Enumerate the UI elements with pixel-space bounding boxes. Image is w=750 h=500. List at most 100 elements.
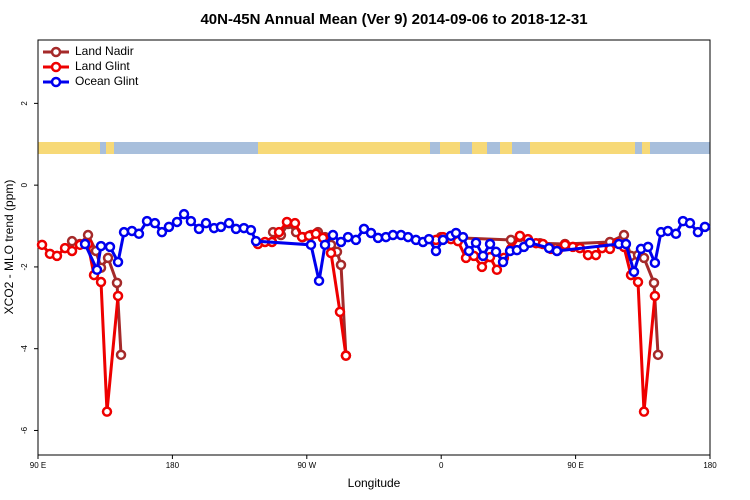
legend-marker bbox=[50, 76, 62, 88]
x-tick-label: 180 bbox=[166, 461, 180, 470]
land-strip bbox=[106, 142, 114, 154]
y-tick-label: -2 bbox=[20, 263, 29, 271]
data-point bbox=[95, 276, 107, 288]
data-point bbox=[118, 226, 130, 238]
data-point bbox=[185, 215, 197, 227]
land-strip bbox=[38, 142, 100, 154]
series bbox=[79, 208, 711, 287]
data-point bbox=[620, 238, 632, 250]
data-point bbox=[66, 245, 78, 257]
data-point bbox=[193, 223, 205, 235]
data-point bbox=[514, 230, 526, 242]
data-point bbox=[273, 226, 285, 238]
land-strip bbox=[440, 142, 460, 154]
data-point bbox=[51, 250, 63, 262]
data-point bbox=[387, 229, 399, 241]
data-point bbox=[618, 229, 630, 241]
data-point bbox=[163, 221, 175, 233]
land-strip bbox=[472, 142, 487, 154]
x-tick-label: 0 bbox=[439, 461, 444, 470]
data-point bbox=[112, 256, 124, 268]
data-point bbox=[200, 217, 212, 229]
data-point bbox=[215, 221, 227, 233]
y-tick-label: 2 bbox=[20, 101, 29, 106]
data-point bbox=[335, 259, 347, 271]
data-point bbox=[670, 228, 682, 240]
data-point bbox=[305, 239, 317, 251]
chart-title: 40N-45N Annual Mean (Ver 9) 2014-09-06 t… bbox=[200, 11, 587, 28]
data-point bbox=[491, 264, 503, 276]
data-point bbox=[91, 264, 103, 276]
data-point bbox=[82, 229, 94, 241]
x-tick-label: 180 bbox=[703, 461, 717, 470]
data-point bbox=[497, 256, 509, 268]
data-point bbox=[457, 231, 469, 243]
legend-label: Ocean Glint bbox=[75, 74, 139, 88]
legend-marker bbox=[50, 61, 62, 73]
data-point bbox=[476, 261, 488, 273]
data-point bbox=[104, 241, 116, 253]
data-point bbox=[490, 246, 502, 258]
data-point bbox=[156, 226, 168, 238]
data-point bbox=[652, 349, 664, 361]
data-point bbox=[662, 225, 674, 237]
data-point bbox=[327, 229, 339, 241]
data-point bbox=[437, 234, 449, 246]
data-point bbox=[463, 245, 475, 257]
data-point bbox=[590, 249, 602, 261]
data-point bbox=[171, 216, 183, 228]
data-point bbox=[281, 216, 293, 228]
data-point bbox=[335, 236, 347, 248]
x-tick-label: 90 E bbox=[567, 461, 583, 470]
data-point bbox=[649, 290, 661, 302]
land-strip bbox=[530, 142, 635, 154]
data-point bbox=[111, 277, 123, 289]
land-strip bbox=[258, 142, 430, 154]
data-point bbox=[325, 247, 337, 259]
data-point bbox=[638, 252, 650, 264]
data-point bbox=[313, 275, 325, 287]
data-point bbox=[477, 250, 489, 262]
data-point bbox=[350, 234, 362, 246]
data-point bbox=[223, 217, 235, 229]
data-point bbox=[551, 245, 563, 257]
data-point bbox=[470, 237, 482, 249]
data-point bbox=[423, 233, 435, 245]
land-mask-strip bbox=[38, 142, 710, 154]
data-point bbox=[178, 208, 190, 220]
data-point bbox=[101, 406, 113, 417]
x-tick-label: 90 E bbox=[30, 461, 46, 470]
data-point bbox=[632, 276, 644, 288]
data-point bbox=[684, 217, 696, 229]
legend-label: Land Glint bbox=[75, 59, 130, 73]
data-point bbox=[642, 241, 654, 253]
data-point bbox=[115, 349, 127, 361]
land-strip bbox=[500, 142, 512, 154]
data-point bbox=[133, 228, 145, 240]
data-point bbox=[79, 238, 91, 250]
data-point bbox=[648, 277, 660, 289]
x-axis-label: Longitude bbox=[348, 476, 401, 490]
data-point bbox=[102, 252, 114, 264]
y-axis-label: XCO2 - MLO trend (ppm) bbox=[2, 180, 16, 315]
y-tick-label: -6 bbox=[20, 426, 29, 434]
land-strip bbox=[642, 142, 650, 154]
data-point bbox=[319, 239, 331, 251]
data-point bbox=[365, 227, 377, 239]
data-point bbox=[250, 235, 262, 247]
y-tick-label: -4 bbox=[20, 345, 29, 353]
data-point bbox=[649, 257, 661, 269]
data-point bbox=[95, 240, 107, 252]
data-point bbox=[430, 245, 442, 257]
data-point bbox=[149, 217, 161, 229]
data-point bbox=[36, 239, 48, 251]
data-point bbox=[524, 237, 536, 249]
legend-marker bbox=[50, 46, 62, 58]
legend-label: Land Nadir bbox=[75, 44, 134, 58]
data-point bbox=[340, 350, 352, 361]
data-point bbox=[245, 224, 257, 236]
x-tick-label: 90 W bbox=[297, 461, 316, 470]
data-point bbox=[484, 238, 496, 250]
